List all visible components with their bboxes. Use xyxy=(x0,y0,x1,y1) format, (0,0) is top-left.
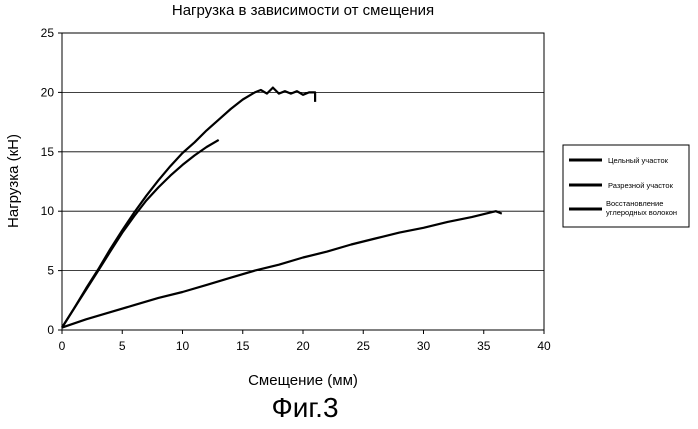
y-axis-label: Нагрузка (кН) xyxy=(5,134,22,228)
y-axis-ticks: 0 5 10 15 20 25 xyxy=(41,26,62,337)
x-tick-label-4: 20 xyxy=(296,339,310,353)
y-tick-label-5: 25 xyxy=(41,26,55,40)
x-tick-label-6: 30 xyxy=(417,339,431,353)
legend: Цельный участок Разрезной участок Восста… xyxy=(562,144,690,228)
series-line-solid xyxy=(61,86,317,329)
series-line-restore xyxy=(61,210,503,329)
y-tick-label-4: 20 xyxy=(41,85,55,99)
legend-label-restore-line1: Восстановление xyxy=(606,199,663,208)
x-tick-label-1: 5 xyxy=(119,339,126,353)
legend-label-restore-line2: углеродных волокон xyxy=(606,208,677,217)
y-tick-label-3: 15 xyxy=(41,145,55,159)
x-axis-label: Смещение (мм) xyxy=(248,372,358,389)
x-axis-ticks: 0 5 10 15 20 25 30 35 40 xyxy=(59,330,551,353)
x-tick-label-8: 40 xyxy=(537,339,551,353)
chart-title: Нагрузка в зависимости от смещения xyxy=(171,2,435,19)
x-tick-label-3: 15 xyxy=(236,339,250,353)
legend-label-cut: Разрезной участок xyxy=(608,181,674,190)
y-tick-label-2: 10 xyxy=(41,204,55,218)
x-tick-label-7: 35 xyxy=(477,339,491,353)
y-tick-label-1: 5 xyxy=(47,264,54,278)
series-line-cut xyxy=(61,138,220,329)
x-tick-label-5: 25 xyxy=(357,339,371,353)
figure-label: Фиг.3 xyxy=(271,392,339,423)
series-lines xyxy=(61,86,503,329)
legend-label-restore: Восстановление углеродных волокон xyxy=(606,199,677,217)
x-tick-label-2: 10 xyxy=(176,339,190,353)
grid-lines xyxy=(62,92,544,272)
legend-label-solid: Цельный участок xyxy=(608,156,669,165)
x-tick-label-0: 0 xyxy=(59,339,66,353)
plot-area-frame xyxy=(61,32,545,331)
y-tick-label-0: 0 xyxy=(47,323,54,337)
